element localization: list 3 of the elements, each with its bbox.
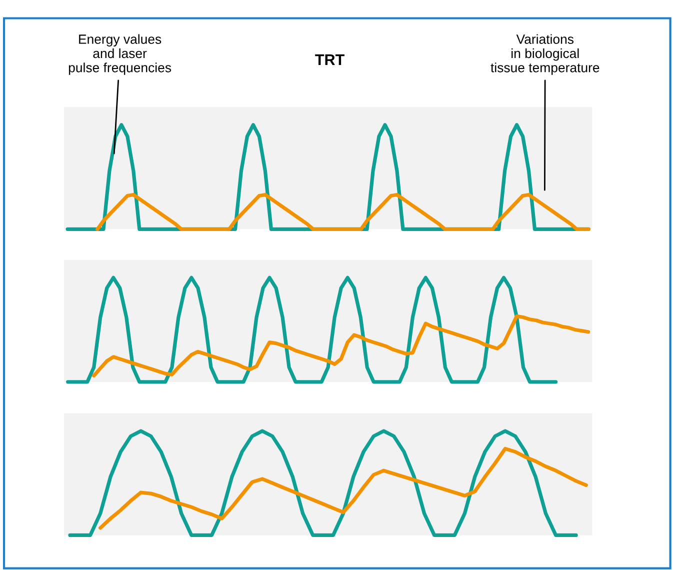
text: Variations in biological tissue temperature — [490, 34, 600, 75]
text: Energy values and laser pulse frequencies — [68, 34, 172, 75]
chart-title: TRT — [315, 54, 344, 65]
